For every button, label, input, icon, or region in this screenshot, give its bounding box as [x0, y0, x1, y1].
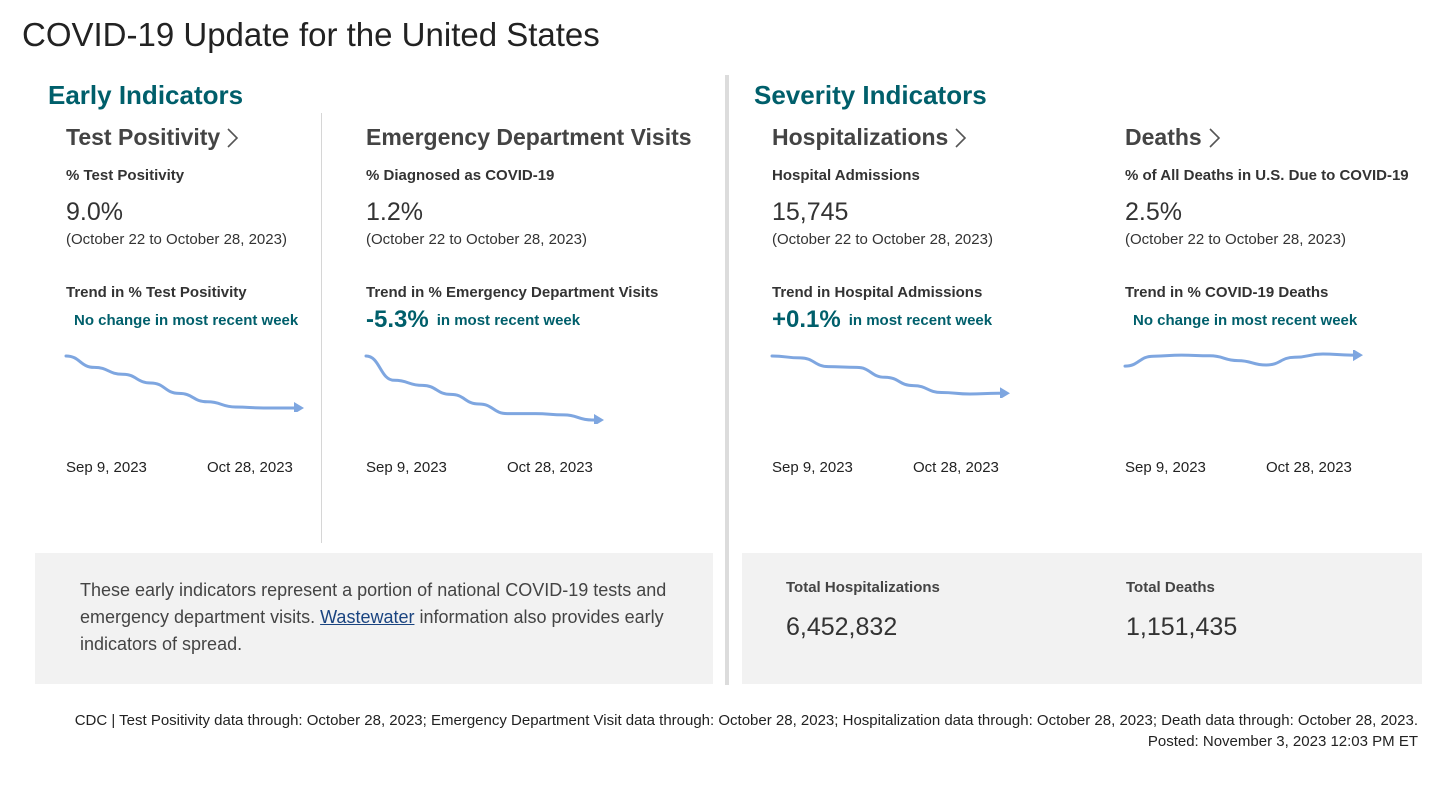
card-title-link[interactable]: Test Positivity [66, 124, 396, 151]
card-subtitle: Hospital Admissions [772, 167, 920, 184]
card-trend-label: Trend in % Emergency Department Visits [366, 284, 659, 301]
chevron-right-icon [955, 127, 967, 148]
sparkline-path [364, 354, 596, 422]
trend-text: in most recent week [436, 311, 581, 329]
section-divider [725, 75, 729, 685]
card-value: 2.5% [1125, 198, 1182, 226]
sparkline-start-date: Sep 9, 2023 [366, 459, 447, 476]
card-subtitle: % of All Deaths in U.S. Due to COVID-19 [1125, 167, 1409, 184]
sparkline-deaths [1123, 350, 1363, 368]
card-subtitle: % Diagnosed as COVID-19 [366, 167, 555, 184]
card-date-range: (October 22 to October 28, 2023) [66, 231, 287, 248]
sparkline-arrowhead [294, 402, 304, 412]
card-trend: No change in most recent week [1125, 305, 1455, 335]
total-deaths-label: Total Deaths [1126, 579, 1215, 596]
sparkline-arrowhead [594, 414, 604, 424]
card-deaths: Deaths % of All Deaths in U.S. Due to CO… [1125, 124, 1455, 335]
card-emergency-department-visits: Emergency Department Visits % Diagnosed … [366, 124, 696, 335]
card-title-link[interactable]: Hospitalizations [772, 124, 1102, 151]
sparkline-path [64, 354, 296, 410]
footer-posted: Posted: November 3, 2023 12:03 PM ET [1147, 733, 1418, 750]
sparkline-end-date: Oct 28, 2023 [1266, 459, 1352, 476]
note-text-start: These early indicators represent a porti… [80, 580, 667, 627]
card-title-text: Hospitalizations [772, 124, 949, 150]
section-title-early: Early Indicators [48, 80, 244, 110]
card-title-text: Deaths [1125, 124, 1202, 150]
trend-text: in most recent week [848, 311, 993, 329]
total-hospitalizations-value: 6,452,832 [786, 613, 898, 641]
sparkline-hospitalizations [770, 354, 1010, 398]
card-date-range: (October 22 to October 28, 2023) [1125, 231, 1346, 248]
footer: CDC | Test Positivity data through: Octo… [28, 710, 1418, 752]
trend-change: -5.3% [366, 306, 429, 333]
total-deaths-value: 1,151,435 [1126, 613, 1238, 641]
sparkline-start-date: Sep 9, 2023 [66, 459, 147, 476]
wastewater-link[interactable]: Wastewater [320, 607, 415, 627]
total-hospitalizations-label: Total Hospitalizations [786, 579, 940, 596]
card-trend-label: Trend in Hospital Admissions [772, 284, 983, 301]
card-divider [321, 113, 322, 543]
card-hospitalizations: Hospitalizations Hospital Admissions 15,… [772, 124, 1102, 335]
section-title-severity: Severity Indicators [754, 80, 987, 110]
sparkline-emergency-department-visits [364, 354, 604, 424]
card-title-link[interactable]: Deaths [1125, 124, 1455, 151]
card-title-link[interactable]: Emergency Department Visits [366, 124, 696, 151]
sparkline-arrowhead [1000, 387, 1010, 398]
card-trend: -5.3% in most recent week [366, 305, 696, 335]
card-value: 9.0% [66, 198, 123, 226]
sparkline-path [1123, 352, 1355, 368]
early-indicators-note-panel: These early indicators represent a porti… [35, 553, 713, 684]
sparkline-end-date: Oct 28, 2023 [507, 459, 593, 476]
card-test-positivity: Test Positivity % Test Positivity 9.0% (… [66, 124, 396, 335]
trend-text: No change in most recent week [74, 311, 299, 329]
card-title-text: Test Positivity [66, 124, 221, 150]
sparkline-start-date: Sep 9, 2023 [1125, 459, 1206, 476]
footer-sources: CDC | Test Positivity data through: Octo… [74, 712, 1418, 729]
early-indicators-note: These early indicators represent a porti… [80, 577, 680, 658]
sparkline-end-date: Oct 28, 2023 [207, 459, 293, 476]
card-trend: +0.1% in most recent week [772, 305, 1102, 335]
trend-change: +0.1% [772, 306, 841, 333]
totals-panel: Total Hospitalizations 6,452,832 Total D… [742, 553, 1422, 684]
sparkline-test-positivity [64, 354, 304, 412]
card-title-text: Emergency Department Visits [366, 124, 692, 150]
card-subtitle: % Test Positivity [66, 167, 185, 184]
card-trend: No change in most recent week [66, 305, 396, 335]
card-value: 15,745 [772, 198, 849, 226]
card-date-range: (October 22 to October 28, 2023) [366, 231, 587, 248]
sparkline-arrowhead [1353, 350, 1363, 362]
page-title: COVID-19 Update for the United States [22, 16, 600, 53]
trend-text: No change in most recent week [1133, 311, 1358, 329]
sparkline-path [770, 354, 1002, 396]
chevron-right-icon [1209, 127, 1220, 148]
note-text-end: information also provides early indicato… [80, 607, 664, 654]
card-date-range: (October 22 to October 28, 2023) [772, 231, 993, 248]
chevron-right-icon [227, 127, 239, 148]
card-trend-label: Trend in % Test Positivity [66, 284, 247, 301]
sparkline-end-date: Oct 28, 2023 [913, 459, 999, 476]
card-trend-label: Trend in % COVID-19 Deaths [1125, 284, 1329, 301]
card-value: 1.2% [366, 198, 423, 226]
sparkline-start-date: Sep 9, 2023 [772, 459, 853, 476]
